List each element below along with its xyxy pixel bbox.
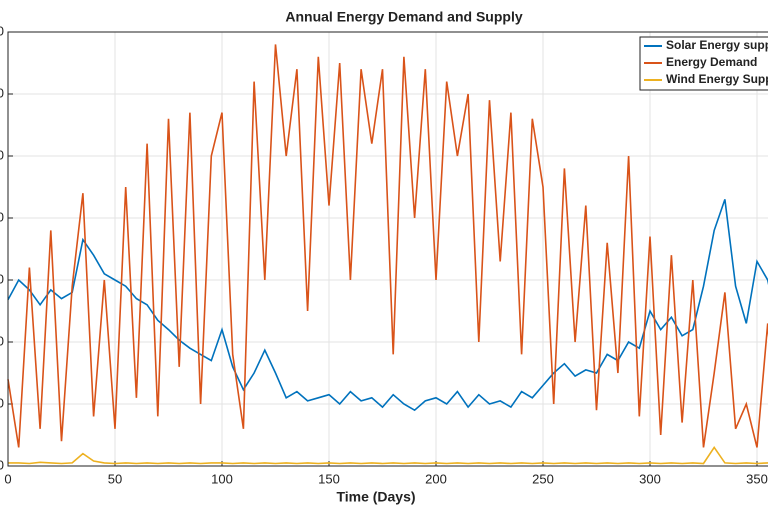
y-tick-label: 300 <box>0 271 4 286</box>
y-tick-label: 400 <box>0 209 4 224</box>
x-tick-label: 300 <box>639 471 661 486</box>
data-line <box>8 445 768 465</box>
x-tick-label: 250 <box>532 471 554 486</box>
x-tick-label: 0 <box>4 471 11 486</box>
x-tick-label: 200 <box>425 471 447 486</box>
x-tick-label: 150 <box>318 471 340 486</box>
x-tick-label: 350 <box>746 471 768 486</box>
y-tick-label: 600 <box>0 85 4 100</box>
y-tick-label: 700 <box>0 23 4 38</box>
data-line <box>7 44 768 448</box>
y-tick-label: 100 <box>0 395 4 410</box>
x-axis-label: Time (Days) <box>336 489 415 505</box>
y-tick-label: 500 <box>0 147 4 162</box>
legend: Solar Energy supply Energy Demand Wind Ene… <box>639 36 768 91</box>
legend-label: Wind Energy Supply <box>666 72 768 86</box>
chart-title: Annual Energy Demand and Supply <box>285 9 522 25</box>
legend-label: Solar Energy supply <box>666 38 768 52</box>
y-tick-label: 200 <box>0 333 4 348</box>
x-tick-label: 50 <box>108 471 122 486</box>
x-tick-label: 100 <box>211 471 233 486</box>
y-tick-label: 0 <box>0 457 4 472</box>
data-line <box>7 199 768 412</box>
legend-label: Energy Demand <box>666 55 757 69</box>
plot-frame <box>7 31 768 467</box>
